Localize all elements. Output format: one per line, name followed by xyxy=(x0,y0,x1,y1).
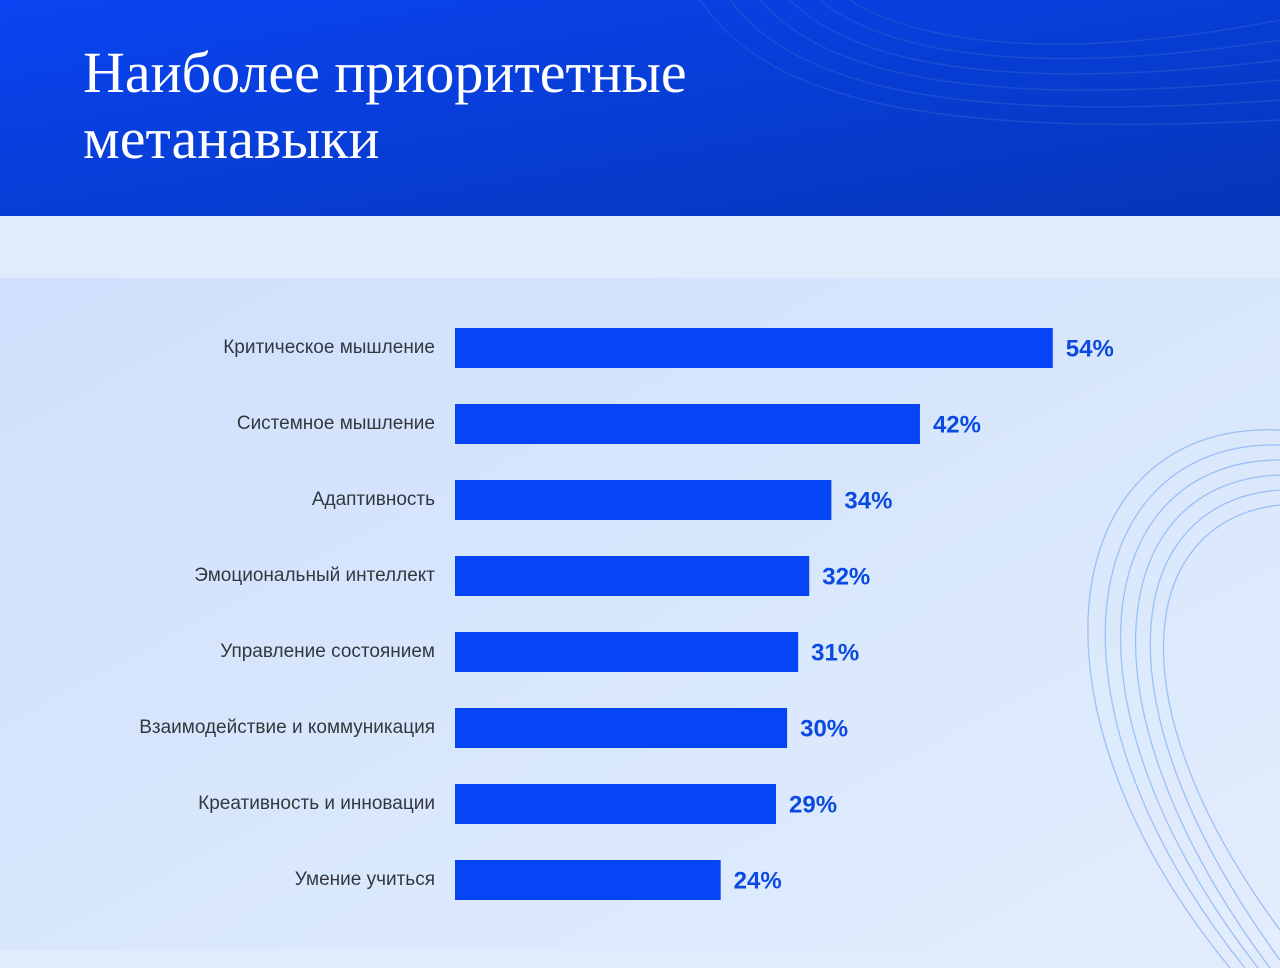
header-decoration xyxy=(699,0,1280,126)
category-label: Управление состоянием xyxy=(220,641,435,662)
category-label: Креативность и инновации xyxy=(198,793,435,814)
value-label: 42% xyxy=(933,411,981,438)
bar xyxy=(455,556,810,596)
bar xyxy=(455,480,832,520)
bar xyxy=(455,708,788,748)
value-label: 32% xyxy=(822,563,870,590)
panel-decoration xyxy=(1087,429,1280,968)
category-label: Критическое мышление xyxy=(223,337,435,358)
category-label: Эмоциональный интеллект xyxy=(194,565,435,586)
category-label: Умение учиться xyxy=(295,869,435,890)
value-label: 31% xyxy=(811,639,859,666)
bar xyxy=(455,784,777,824)
category-label: Адаптивность xyxy=(312,489,435,510)
bar xyxy=(455,404,920,444)
header-band xyxy=(0,0,1280,216)
bar xyxy=(455,632,799,672)
value-label: 29% xyxy=(789,791,837,818)
chart-title: Наиболее приоритетные метанавыки xyxy=(83,40,687,171)
chart-panel xyxy=(0,278,1280,950)
value-label: 24% xyxy=(734,867,782,894)
value-label: 34% xyxy=(844,487,892,514)
category-label: Взаимодействие и коммуникация xyxy=(139,717,435,738)
bar xyxy=(455,328,1053,368)
category-label: Системное мышление xyxy=(237,413,435,434)
value-label: 30% xyxy=(800,715,848,742)
value-label: 54% xyxy=(1066,335,1114,362)
bar xyxy=(455,860,721,900)
